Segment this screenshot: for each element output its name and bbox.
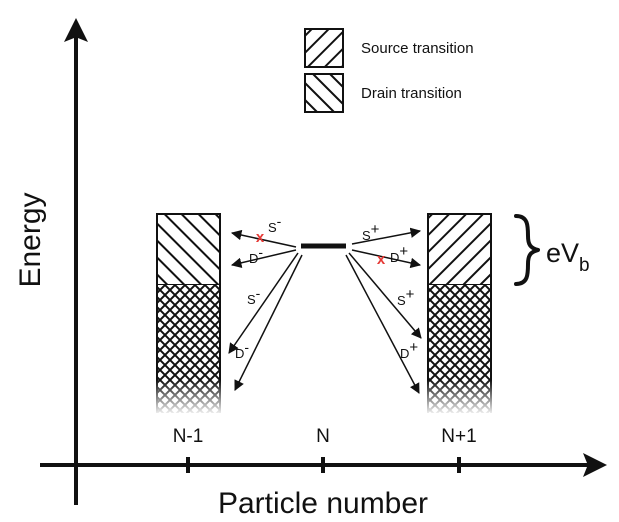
label-left-d-minus-lower: D- xyxy=(235,339,249,361)
tick-label-n: N xyxy=(316,426,330,447)
arrow-right-d-plus-upper xyxy=(351,249,422,269)
legend-source-swatch xyxy=(304,28,344,68)
right-state-block xyxy=(421,213,499,416)
x-axis-title: Particle number xyxy=(218,487,428,520)
bias-label: eVb xyxy=(546,238,590,276)
label-right-d-plus-lower: D+ xyxy=(400,339,418,361)
tick-label-n-minus-1: N-1 xyxy=(173,426,204,447)
label-right-s-plus-lower: S+ xyxy=(397,286,415,308)
label-left-d-minus-upper: D- xyxy=(249,244,263,266)
right-block-source-region xyxy=(427,213,492,286)
tick-label-n-plus-1: N+1 xyxy=(441,426,476,447)
label-right-d-plus-upper: D+ xyxy=(390,243,408,265)
label-left-s-minus-upper: S- xyxy=(268,213,282,235)
arrow-right-s-plus-lower xyxy=(348,252,422,339)
arrow-left-s-minus-upper xyxy=(230,229,297,248)
label-right-s-plus-upper: S+ xyxy=(362,221,380,243)
legend-source-label: Source transition xyxy=(361,40,474,57)
blocked-mark-left: x xyxy=(256,229,265,246)
arrow-left-s-minus-lower xyxy=(228,252,299,354)
arrow-left-d-minus-upper xyxy=(230,249,297,268)
left-block-fade xyxy=(150,380,228,416)
left-state-block xyxy=(150,213,228,416)
arrow-right-s-plus-upper xyxy=(351,227,422,245)
y-axis-title: Energy xyxy=(14,192,47,287)
arrow-right-d-plus-lower xyxy=(345,254,420,394)
legend-drain-swatch xyxy=(304,73,344,113)
bias-brace xyxy=(514,214,540,286)
arrow-left-d-minus-lower xyxy=(234,254,303,391)
legend-drain-label: Drain transition xyxy=(361,85,462,102)
left-block-source-region xyxy=(156,213,221,286)
label-left-s-minus-lower: S- xyxy=(247,285,261,307)
right-block-fade xyxy=(421,380,499,416)
blocked-mark-right: x xyxy=(377,251,386,268)
